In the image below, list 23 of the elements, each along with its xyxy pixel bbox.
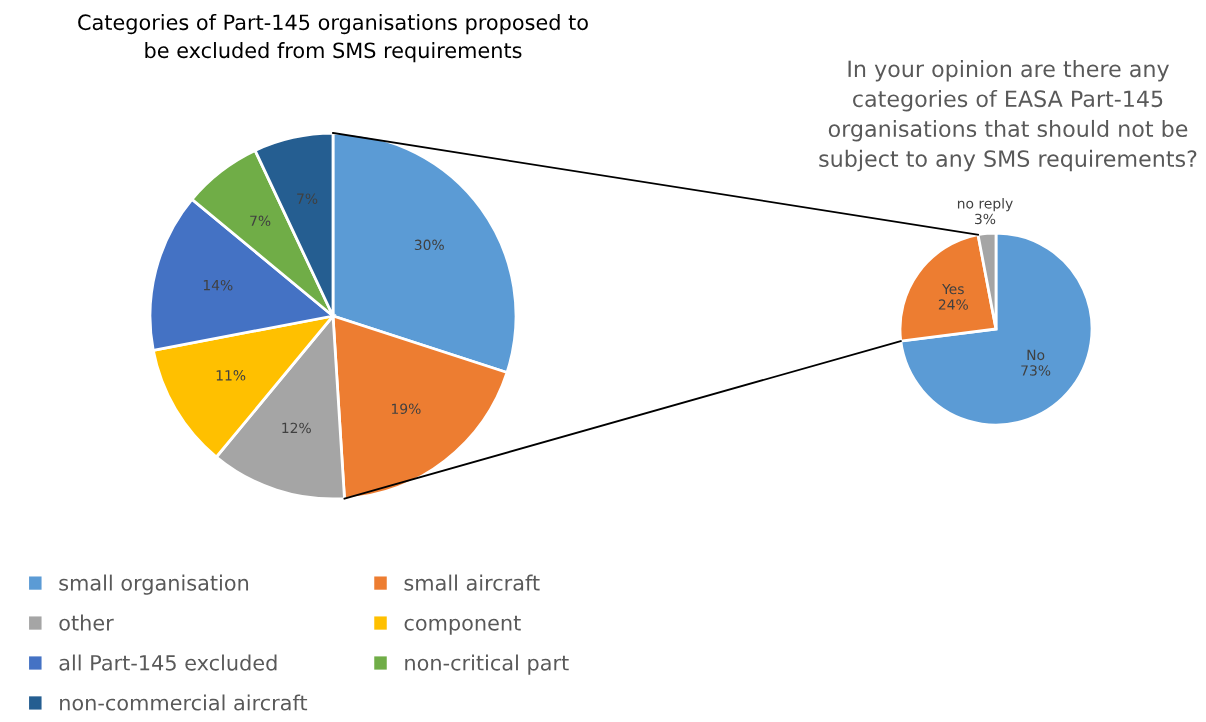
legend-label: component: [404, 615, 521, 635]
data-label: 12%: [282, 422, 311, 434]
data-label: 19%: [392, 403, 421, 415]
legend-label: all Part-145 excluded: [59, 654, 277, 671]
slice-label: No: [1027, 349, 1045, 361]
data-label: 30%: [414, 239, 444, 251]
slice-label: Yes: [942, 283, 964, 295]
chart-title: Categories of Part-145 organisations proposed to be excluded from SMS requirements: [78, 14, 588, 63]
data-label: 3%: [975, 213, 996, 225]
legend-label: small aircraft: [404, 574, 540, 591]
legend-label: other: [59, 614, 114, 631]
legend-label: non-commercial aircraft: [60, 694, 308, 711]
slice-label: no reply: [957, 197, 1013, 212]
legend-label: small organisation: [59, 574, 249, 595]
data-label: 7%: [297, 193, 318, 204]
data-label: 24%: [938, 299, 968, 310]
data-label: 14%: [203, 279, 233, 291]
data-label: 7%: [250, 215, 271, 227]
data-label: 73%: [1021, 365, 1051, 376]
data-label: 11%: [216, 370, 246, 381]
legend-label: non-critical part: [405, 654, 569, 675]
pie-slice: [899, 231, 1094, 427]
chart-title: In your opinion are there any categories of EASA Part-145 organisations that should not be subject to any SMS requirements?: [819, 60, 1197, 172]
